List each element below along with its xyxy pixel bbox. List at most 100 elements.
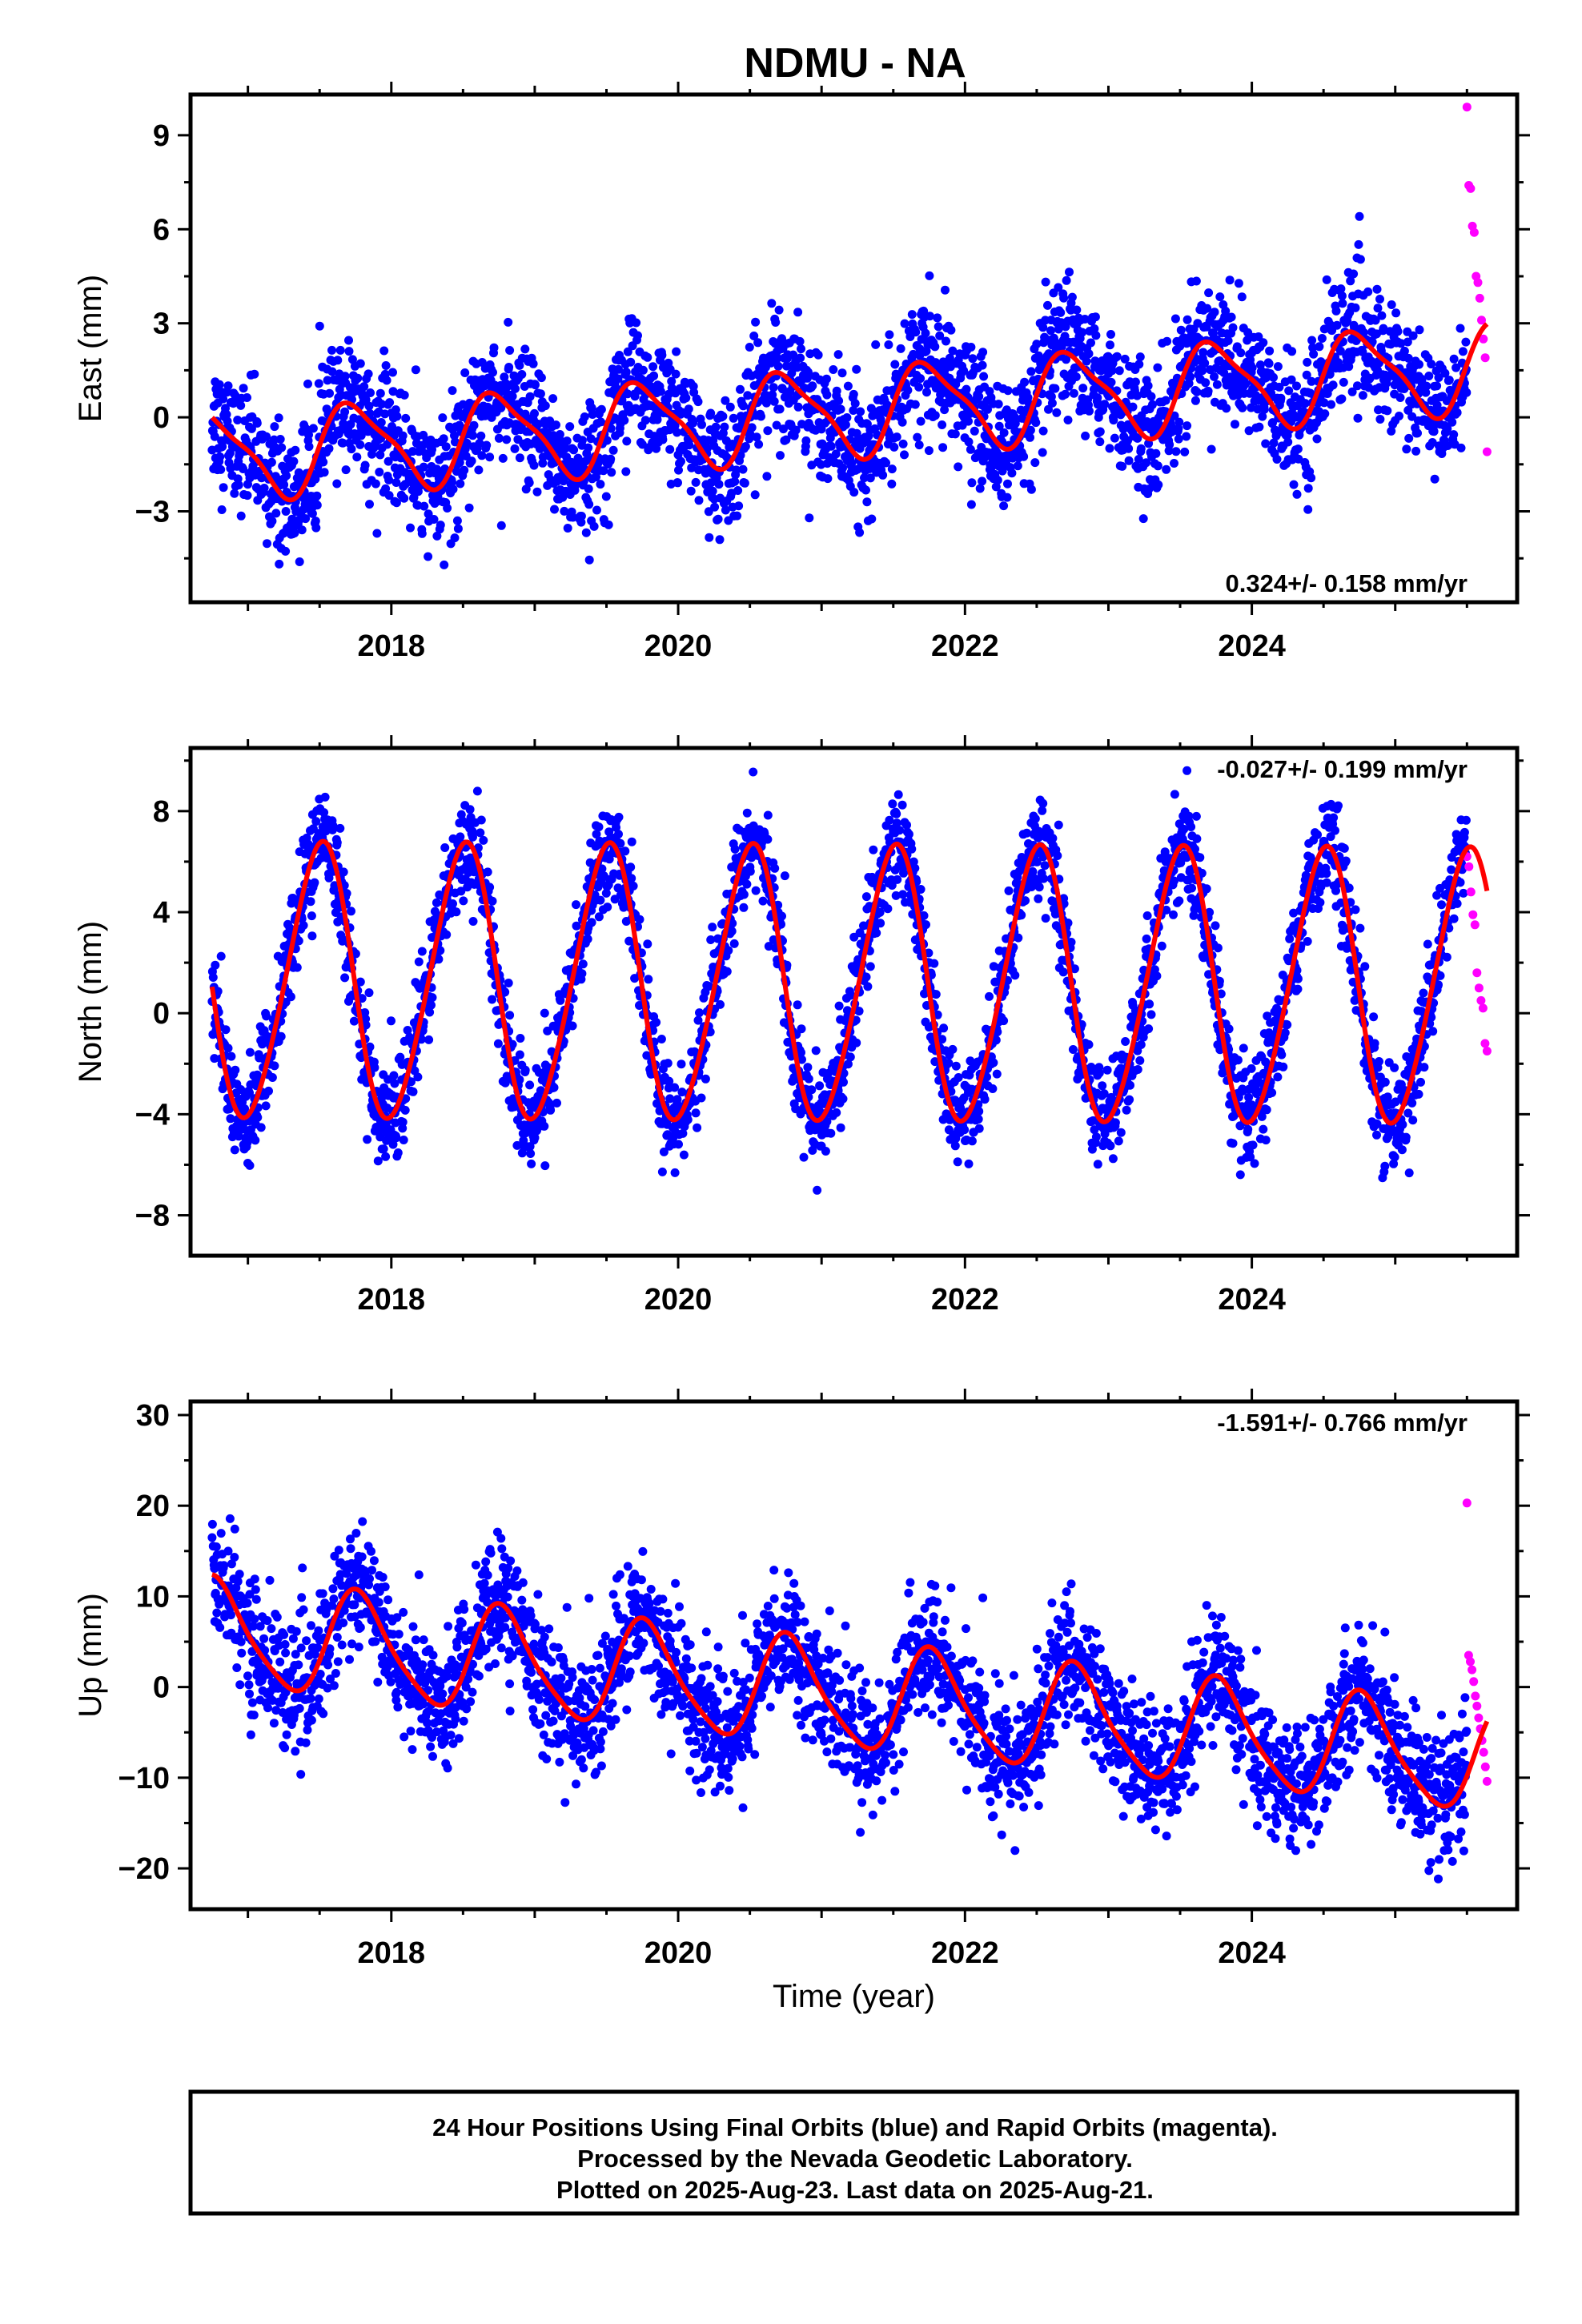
final-orbit-point (540, 1161, 550, 1171)
final-orbit-point (1312, 434, 1322, 444)
final-orbit-point (777, 911, 786, 921)
final-orbit-point (749, 332, 759, 340)
final-orbit-point (311, 817, 321, 826)
final-orbit-point (967, 478, 977, 488)
final-orbit-point (769, 396, 779, 406)
final-orbit-point (371, 479, 380, 489)
final-orbit-point (477, 451, 487, 460)
x-tick-label: 2018 (358, 629, 426, 663)
final-orbit-point (1276, 393, 1286, 403)
final-orbit-point (887, 479, 897, 489)
final-orbit-point (577, 436, 587, 445)
final-orbit-point (257, 473, 267, 483)
final-orbit-point (900, 450, 909, 460)
final-orbit-point (515, 1075, 524, 1084)
final-orbit-point (1192, 387, 1202, 396)
final-orbit-point (733, 486, 743, 495)
final-orbit-point (939, 1023, 949, 1033)
final-orbit-point (1026, 367, 1036, 376)
final-orbit-point (388, 368, 397, 377)
final-orbit-point (705, 533, 714, 542)
final-orbit-point (210, 432, 219, 441)
x-tick-label: 2022 (931, 629, 999, 663)
final-orbit-point (742, 808, 752, 818)
final-orbit-point (310, 878, 319, 887)
final-orbit-point (425, 1007, 435, 1017)
final-orbit-point (892, 809, 901, 818)
final-orbit-point (1165, 440, 1174, 449)
final-orbit-point (568, 1021, 577, 1031)
final-orbit-point (1287, 347, 1297, 356)
final-orbit-point (771, 318, 781, 327)
final-orbit-point (264, 1086, 273, 1096)
final-orbit-point (911, 328, 921, 337)
final-orbit-point (916, 416, 926, 426)
final-orbit-point (441, 442, 451, 452)
final-orbit-point (885, 330, 894, 340)
final-orbit-point (400, 1105, 410, 1115)
final-orbit-point (440, 560, 449, 569)
final-orbit-point (364, 401, 374, 411)
final-orbit-point (1134, 360, 1144, 369)
final-orbit-point (667, 376, 677, 386)
final-orbit-point (1069, 388, 1078, 398)
final-orbit-point (417, 529, 427, 538)
final-orbit-point (950, 429, 960, 439)
final-orbit-point (839, 1077, 848, 1087)
final-orbit-point (1338, 299, 1347, 308)
final-orbit-point (1176, 325, 1186, 335)
final-orbit-point (365, 408, 375, 418)
final-orbit-point (1387, 426, 1396, 436)
final-orbit-point (899, 868, 908, 878)
final-orbit-point (267, 517, 277, 526)
final-orbit-point (1307, 473, 1316, 483)
final-orbit-point (290, 529, 299, 538)
final-orbit-point (1174, 424, 1183, 433)
final-orbit-point (1434, 373, 1443, 382)
final-orbit-point (738, 464, 748, 474)
final-orbit-point (736, 451, 745, 460)
final-orbit-point (1091, 331, 1101, 340)
final-orbit-point (635, 915, 644, 924)
final-orbit-point (1223, 336, 1233, 345)
final-orbit-point (1449, 430, 1459, 440)
final-orbit-point (375, 388, 385, 398)
final-orbit-point (352, 452, 362, 462)
final-orbit-point (613, 374, 623, 384)
final-orbit-point (1162, 336, 1172, 346)
final-orbit-point (1383, 406, 1392, 416)
final-orbit-point (763, 834, 773, 844)
final-orbit-point (1210, 308, 1219, 317)
final-orbit-point (1444, 376, 1454, 385)
final-orbit-point (563, 524, 572, 533)
final-orbit-point (985, 991, 994, 1001)
final-orbit-point (683, 1115, 693, 1124)
final-orbit-point (536, 389, 545, 399)
final-orbit-point (1273, 362, 1283, 372)
final-orbit-point (276, 1031, 286, 1041)
final-orbit-point (670, 1083, 680, 1092)
final-orbit-point (356, 431, 366, 440)
final-orbit-point (779, 424, 788, 434)
final-orbit-point (524, 478, 534, 488)
final-orbit-point (516, 1034, 525, 1043)
final-orbit-point (1014, 933, 1023, 943)
final-orbit-point (638, 365, 648, 375)
final-orbit-point (845, 1052, 855, 1062)
final-orbit-point (741, 442, 750, 451)
final-orbit-point (1148, 400, 1157, 409)
final-orbit-point (1238, 403, 1247, 412)
final-orbit-point (243, 393, 251, 402)
final-orbit-point (803, 1063, 813, 1072)
final-orbit-point (417, 947, 427, 956)
final-orbit-point (959, 366, 969, 376)
final-orbit-point (1004, 886, 1014, 895)
final-orbit-point (325, 388, 334, 398)
final-orbit-point (919, 911, 929, 920)
final-orbit-point (979, 372, 989, 381)
final-orbit-point (1363, 287, 1373, 296)
final-orbit-point (722, 967, 732, 976)
final-orbit-point (924, 446, 934, 456)
final-orbit-point (549, 1083, 559, 1092)
final-orbit-point (805, 513, 814, 523)
